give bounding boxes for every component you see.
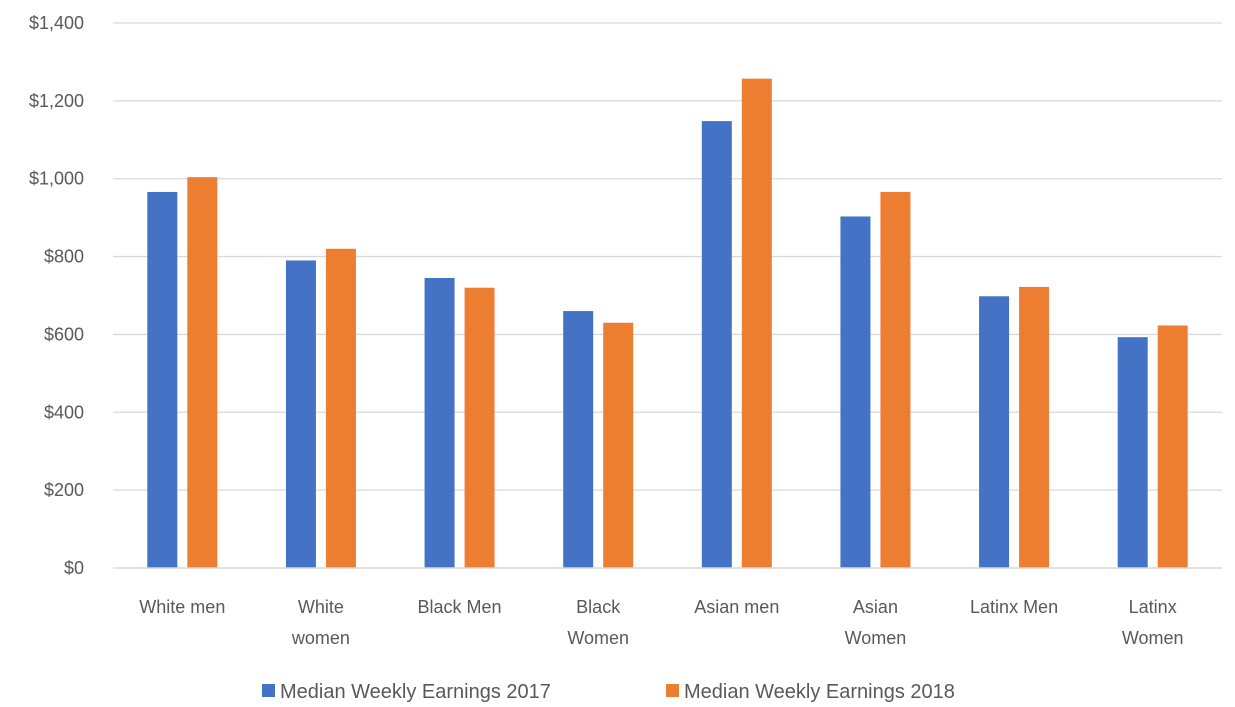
bars	[147, 78, 1188, 569]
bar-2017	[701, 121, 732, 568]
x-category-label: Black Men	[418, 597, 502, 617]
y-tick-label: $400	[44, 402, 84, 422]
x-category-label: Black	[576, 597, 621, 617]
y-tick-label: $200	[44, 480, 84, 500]
bar-2018	[603, 322, 634, 568]
gridlines	[113, 22, 1222, 491]
legend-label: Median Weekly Earnings 2017	[280, 681, 551, 703]
bar-2017	[1117, 337, 1148, 568]
y-axis-ticks: $0 $200 $400 $600 $800 $1,000 $1,200 $1,400	[29, 13, 84, 578]
bar-2017	[840, 216, 871, 568]
bar-2018	[325, 248, 356, 569]
x-category-label: Women	[845, 628, 907, 648]
x-category-label: Women	[1122, 628, 1184, 648]
x-category-label: Women	[567, 628, 629, 648]
y-tick-label: $1,400	[29, 13, 84, 33]
bar-2018	[1019, 286, 1050, 568]
y-tick-label: $800	[44, 247, 84, 267]
x-category-label: White men	[139, 597, 225, 617]
bar-2018	[187, 177, 218, 568]
x-category-label: women	[291, 628, 350, 648]
legend: Median Weekly Earnings 2017 Median Weekly…	[262, 681, 955, 703]
legend-label: Median Weekly Earnings 2018	[684, 681, 955, 703]
bar-2017	[147, 191, 178, 568]
x-category-label: White	[298, 597, 344, 617]
bar-2017	[979, 296, 1010, 568]
y-tick-label: $1,000	[29, 169, 84, 189]
bar-2017	[424, 277, 455, 568]
x-category-label: Latinx	[1129, 597, 1177, 617]
x-category-label: Asian men	[694, 597, 779, 617]
bar-2018	[880, 191, 911, 568]
bar-2017	[563, 311, 594, 568]
bar-2018	[741, 78, 772, 569]
legend-swatch-2017	[262, 684, 275, 697]
x-category-label: Latinx Men	[970, 597, 1058, 617]
x-axis-category-labels: White men White women Black Men Black Women As…	[139, 597, 1183, 648]
bar-2018	[1157, 325, 1188, 568]
bar-2018	[464, 287, 495, 568]
y-tick-label: $1,200	[29, 91, 84, 111]
bar-2017	[285, 260, 316, 568]
x-category-label: Asian	[853, 597, 898, 617]
y-tick-label: $600	[44, 324, 84, 344]
legend-swatch-2018	[666, 684, 679, 697]
y-tick-label: $0	[64, 558, 84, 578]
